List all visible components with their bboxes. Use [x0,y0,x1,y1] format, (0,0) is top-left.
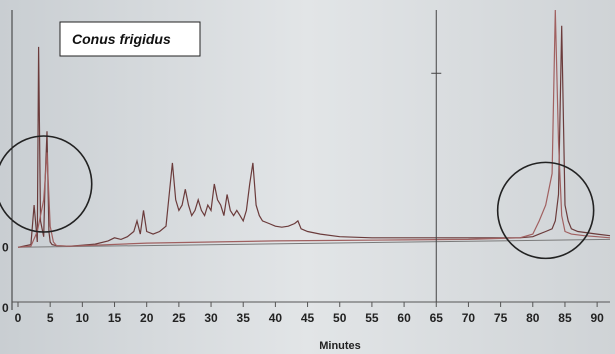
y-tick-label: 0 [2,301,9,315]
x-tick-label: 45 [301,311,315,325]
x-tick-label: 80 [526,311,540,325]
x-tick-label: 75 [494,311,508,325]
plot-layer: 000 5 10 15 20 25 30 35 40 45 50 55 60 65 70 75 80 85 90 [0,9,611,325]
x-tick-label: 50 [333,311,347,325]
x-tick-label: 90 [590,311,604,325]
series-line-2 [17,9,611,248]
x-tick-label: 85 [558,311,572,325]
annotation-circle-1 [0,135,93,233]
x-tick-label: 60 [397,311,411,325]
x-tick-label: 40 [269,311,283,325]
x-axis-label: Minutes [319,340,361,352]
x-tick-label: 65 [430,311,444,325]
x-tick-label: 25 [172,311,186,325]
x-tick-label: 0 [15,311,22,325]
series-line-1 [17,25,611,248]
annotation-circle-2 [496,161,595,260]
x-tick-label: 20 [140,311,154,325]
y-tick-label: 0 [2,240,9,254]
x-tick-label: 70 [462,311,476,325]
x-tick-label: 30 [204,311,218,325]
title-box-frame [59,21,201,57]
x-tick-label: 5 [47,311,54,325]
baseline-trace [17,238,611,248]
chart-title: Conus frigidus [72,31,171,47]
chart-title-box: Conus frigidus [59,21,201,57]
x-tick-label: 55 [365,311,379,325]
x-tick-label: 10 [76,311,90,325]
x-tick-label: 15 [108,311,122,325]
x-tick-label: 35 [237,311,251,325]
